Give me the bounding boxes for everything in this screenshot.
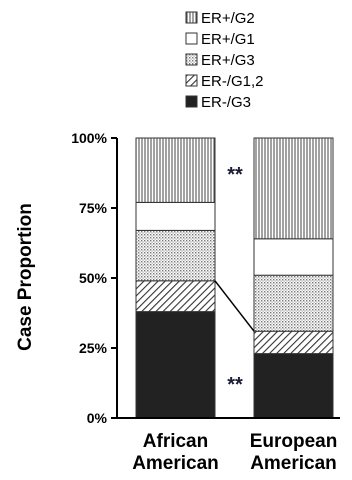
x-tick-label: American bbox=[132, 453, 219, 474]
legend-label: ER+/G2 bbox=[201, 10, 255, 27]
legend-item: ER-/G3 bbox=[185, 94, 251, 111]
x-tick-label: African bbox=[143, 431, 208, 452]
significance-marker: ** bbox=[227, 164, 243, 186]
legend-label: ER-/G1,2 bbox=[201, 73, 264, 90]
bar-stack bbox=[135, 137, 216, 419]
bar-segment bbox=[253, 137, 334, 240]
x-tick-label: European bbox=[250, 431, 338, 452]
legend-label: ER+/G3 bbox=[201, 52, 255, 69]
bar-segment bbox=[135, 229, 216, 282]
legend-swatch bbox=[185, 74, 198, 87]
y-tick-label: 25% bbox=[79, 340, 108, 356]
annotations: ** ** bbox=[227, 164, 243, 396]
legend-item: ER+/G2 bbox=[185, 10, 255, 27]
bars bbox=[135, 137, 334, 419]
bar-stack bbox=[253, 137, 334, 419]
bar-segment bbox=[253, 238, 334, 276]
y-axis-label: Case Proportion bbox=[15, 203, 36, 351]
bar-segment bbox=[135, 137, 216, 203]
legend-item: ER+/G3 bbox=[185, 52, 255, 69]
y-tick-label: 100% bbox=[71, 130, 107, 146]
legend-item: ER+/G1 bbox=[185, 31, 255, 48]
legend-label: ER-/G3 bbox=[201, 94, 251, 111]
legend: ER+/G2 ER+/G1 ER+/G3 ER-/G1,2 ER-/G3 bbox=[185, 10, 264, 111]
legend-swatch bbox=[185, 32, 198, 45]
bar-segment bbox=[253, 274, 334, 332]
x-tick-label: American bbox=[250, 453, 337, 474]
legend-swatch bbox=[185, 95, 198, 108]
legend-swatch bbox=[185, 53, 198, 66]
y-axis: 0% 25% 50% 75% 100% bbox=[71, 130, 118, 426]
bar-segment bbox=[135, 201, 216, 231]
bar-segment bbox=[253, 330, 334, 355]
y-tick-label: 75% bbox=[79, 200, 108, 216]
y-tick-label: 0% bbox=[87, 410, 108, 426]
bar-segment bbox=[135, 311, 216, 419]
y-tick-label: 50% bbox=[79, 270, 108, 286]
significance-marker: ** bbox=[227, 374, 243, 396]
bar-segment bbox=[253, 353, 334, 419]
connector-line bbox=[214, 280, 255, 332]
legend-swatch bbox=[185, 11, 198, 24]
legend-label: ER+/G1 bbox=[201, 31, 255, 48]
legend-item: ER-/G1,2 bbox=[185, 73, 264, 90]
bar-segment bbox=[135, 280, 216, 313]
